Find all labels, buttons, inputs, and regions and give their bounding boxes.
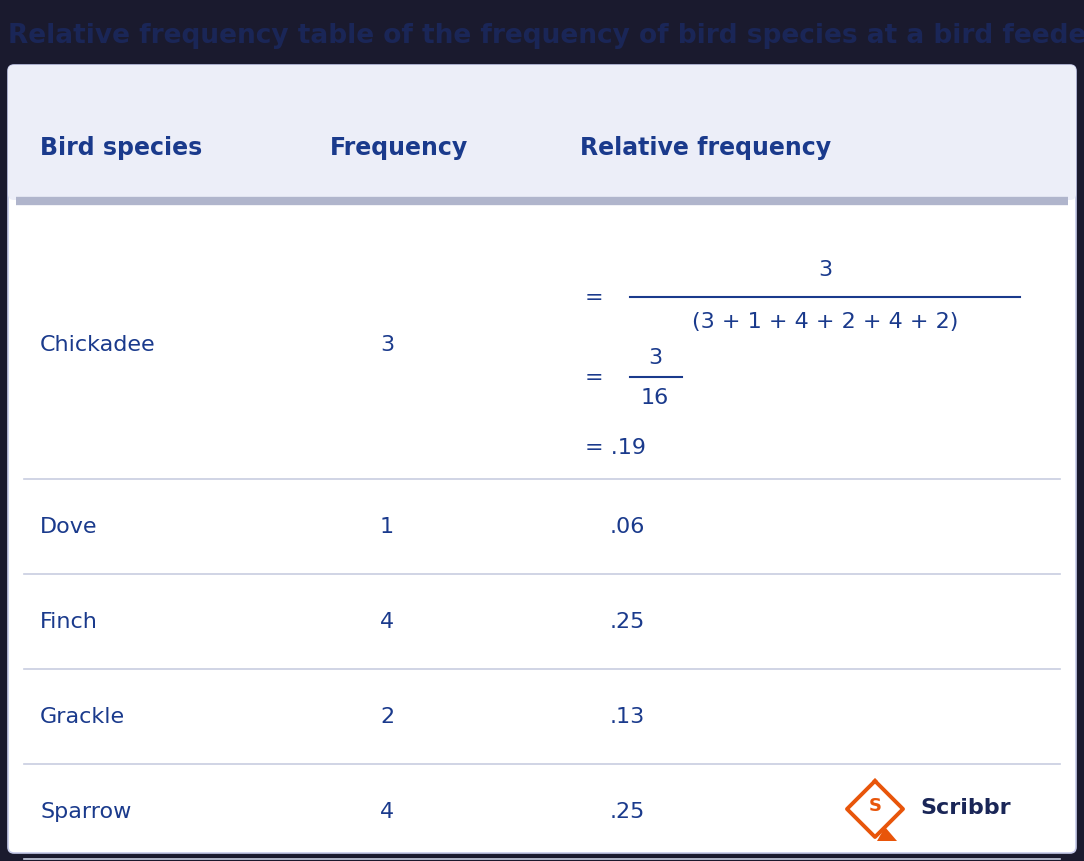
Text: .06: .06 <box>610 517 645 537</box>
Polygon shape <box>877 827 896 841</box>
Text: Bird species: Bird species <box>40 136 203 160</box>
Text: 3: 3 <box>818 260 833 280</box>
Text: Relative frequency: Relative frequency <box>580 136 831 160</box>
Text: .13: .13 <box>610 707 645 727</box>
Text: Frequency: Frequency <box>330 136 468 160</box>
FancyBboxPatch shape <box>8 66 1076 201</box>
Bar <box>14 133 1070 195</box>
Text: 3: 3 <box>380 335 395 355</box>
Text: 1: 1 <box>380 517 395 537</box>
Text: Scribbr: Scribbr <box>920 797 1010 817</box>
Text: .25: .25 <box>610 802 645 821</box>
FancyBboxPatch shape <box>8 66 1076 853</box>
Text: .25: .25 <box>610 612 645 632</box>
Text: 3: 3 <box>648 348 662 368</box>
Text: Relative frequency table of the frequency of bird species at a bird feeder: Relative frequency table of the frequenc… <box>8 23 1084 49</box>
Text: (3 + 1 + 4 + 2 + 4 + 2): (3 + 1 + 4 + 2 + 4 + 2) <box>692 312 958 331</box>
Text: S: S <box>868 796 881 814</box>
Text: =: = <box>585 288 604 307</box>
Text: Grackle: Grackle <box>40 707 125 727</box>
Text: Chickadee: Chickadee <box>40 335 156 355</box>
Text: 16: 16 <box>641 387 669 407</box>
Text: 4: 4 <box>380 612 395 632</box>
Text: =: = <box>585 368 604 387</box>
Text: Finch: Finch <box>40 612 98 632</box>
Text: Sparrow: Sparrow <box>40 802 131 821</box>
Text: 2: 2 <box>380 707 395 727</box>
Text: 4: 4 <box>380 802 395 821</box>
Text: = .19: = .19 <box>585 437 646 457</box>
Text: Dove: Dove <box>40 517 98 537</box>
